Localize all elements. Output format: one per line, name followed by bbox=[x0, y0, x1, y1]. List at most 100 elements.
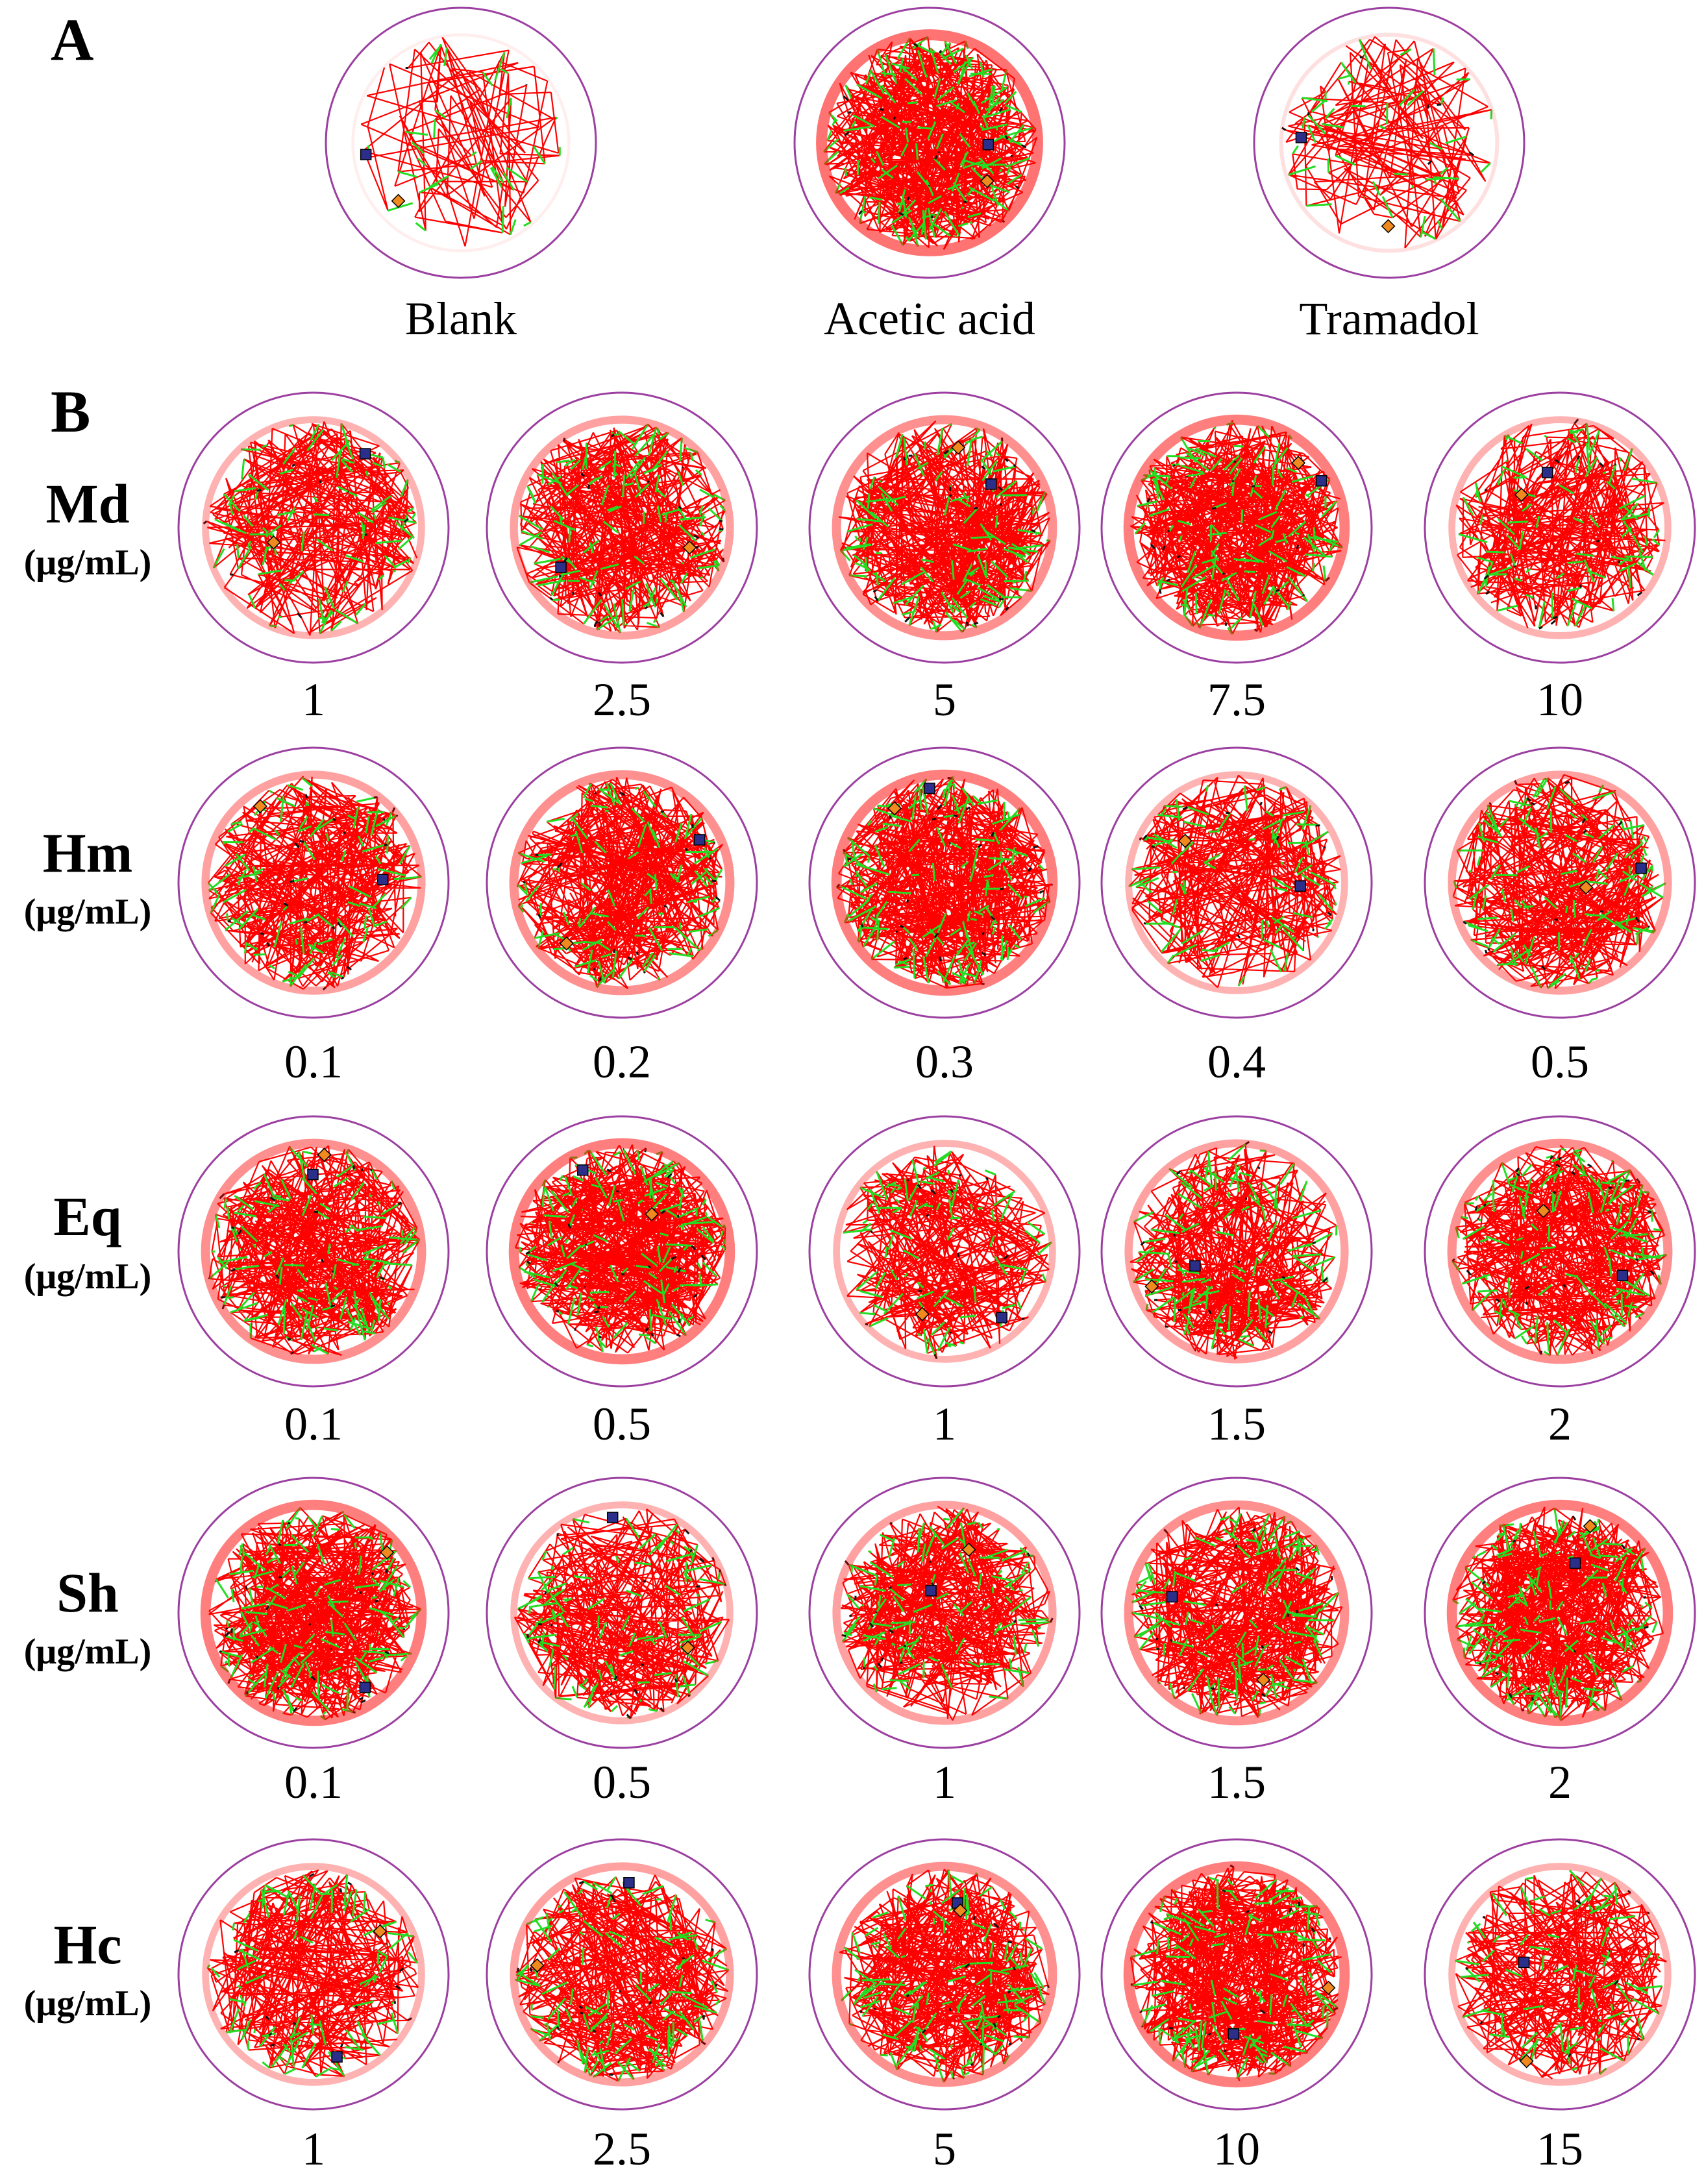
dose-label: 0.5 bbox=[593, 1756, 651, 1808]
arena-hc-3 bbox=[808, 1838, 1081, 2111]
track-path bbox=[1451, 1144, 1667, 1356]
end-marker bbox=[915, 1307, 930, 1321]
arena-a-3 bbox=[1253, 6, 1525, 279]
start-marker bbox=[331, 2051, 343, 2063]
wall-activity bbox=[832, 1861, 1057, 2087]
end-marker bbox=[645, 1207, 660, 1221]
wall-activity bbox=[1125, 771, 1348, 994]
row-group-label: Hm bbox=[43, 822, 133, 884]
arena-a-1 bbox=[325, 6, 597, 279]
track-pause bbox=[1139, 802, 1332, 939]
track-pause bbox=[1465, 1889, 1650, 2061]
start-marker bbox=[1189, 1260, 1201, 1272]
track-path bbox=[1130, 1144, 1337, 1360]
wall-activity bbox=[1447, 1138, 1673, 1364]
arena-hm-2 bbox=[486, 746, 758, 1019]
arena-outline bbox=[1100, 746, 1373, 1019]
row-group-label: Hc bbox=[53, 1913, 121, 1976]
track-pause bbox=[1483, 418, 1643, 630]
dose-label: 0.4 bbox=[1207, 1036, 1266, 1088]
end-marker bbox=[1381, 219, 1396, 234]
arena-hm-5 bbox=[1424, 746, 1696, 1019]
track-pause bbox=[227, 794, 399, 990]
panel-b-label: B bbox=[51, 378, 90, 445]
dose-label: 15 bbox=[1537, 2123, 1583, 2175]
wall-activity bbox=[832, 1501, 1057, 1725]
start-marker bbox=[996, 1312, 1007, 1323]
start-marker bbox=[1542, 467, 1553, 478]
track-activity bbox=[1458, 423, 1661, 629]
wall-activity bbox=[831, 769, 1058, 996]
end-marker bbox=[1579, 880, 1594, 895]
track-activity bbox=[516, 782, 723, 988]
track-pause bbox=[859, 1916, 1050, 2080]
track-activity bbox=[362, 43, 561, 236]
end-marker bbox=[961, 1542, 976, 1557]
end-marker bbox=[253, 799, 267, 814]
track-pause bbox=[1139, 1528, 1333, 1698]
arena-md-5 bbox=[1424, 391, 1696, 664]
arena-hm-1 bbox=[177, 746, 450, 1019]
wall-activity bbox=[509, 770, 735, 996]
dose-label: 1 bbox=[302, 2123, 325, 2175]
start-marker bbox=[924, 782, 935, 794]
track-pause bbox=[1140, 1140, 1328, 1352]
wall-activity bbox=[833, 1140, 1056, 1363]
wall-activity bbox=[1124, 1500, 1350, 1726]
track-path bbox=[206, 421, 418, 636]
row-unit-label: (μg/mL) bbox=[24, 1632, 152, 1672]
row-label-eq: Eq (μg/mL) bbox=[24, 1185, 152, 1297]
start-marker bbox=[1294, 880, 1306, 892]
track-path bbox=[516, 423, 726, 633]
track-path bbox=[208, 1145, 421, 1356]
row-unit-label: (μg/mL) bbox=[24, 543, 152, 583]
arena-outline bbox=[808, 1115, 1081, 1388]
dose-label: 2 bbox=[1548, 1398, 1572, 1450]
track-pause bbox=[522, 791, 721, 981]
track-pause bbox=[516, 1880, 717, 2076]
row-unit-label: (μg/mL) bbox=[24, 1983, 152, 2024]
dose-label: 0.1 bbox=[284, 1398, 343, 1450]
panel-a-caption-tramadol: Tramadol bbox=[1299, 293, 1479, 345]
arena-sh-2 bbox=[486, 1477, 758, 1749]
arena-outline bbox=[177, 1115, 450, 1388]
arena-a-2 bbox=[793, 6, 1066, 279]
arena-outline bbox=[1424, 1838, 1696, 2111]
panel-a-caption-acetic-acid: Acetic acid bbox=[824, 293, 1035, 345]
dose-label: 0.1 bbox=[284, 1756, 343, 1808]
start-marker bbox=[1616, 1270, 1629, 1282]
start-marker bbox=[360, 149, 372, 160]
track-activity bbox=[1452, 1508, 1658, 1721]
end-marker bbox=[887, 801, 902, 816]
track-activity bbox=[1452, 777, 1666, 989]
arena-outline bbox=[177, 1838, 450, 2111]
arena-sh-3 bbox=[808, 1477, 1081, 1749]
start-marker bbox=[359, 1682, 371, 1693]
track-pause bbox=[203, 463, 409, 619]
track-activity bbox=[212, 423, 417, 634]
track-path bbox=[836, 776, 1053, 989]
track-activity bbox=[518, 1149, 726, 1353]
arena-eq-4 bbox=[1100, 1115, 1373, 1388]
start-marker bbox=[925, 1585, 937, 1597]
arena-sh-4 bbox=[1100, 1477, 1373, 1749]
arena-outline bbox=[1424, 746, 1696, 1019]
end-marker bbox=[373, 1924, 388, 1939]
wall-activity bbox=[201, 770, 426, 995]
wall-activity bbox=[510, 415, 734, 640]
arena-outline bbox=[1424, 1115, 1696, 1388]
arena-md-3 bbox=[808, 391, 1081, 664]
track-pause bbox=[405, 67, 528, 86]
track-activity bbox=[517, 1517, 726, 1719]
track-activity bbox=[823, 36, 1034, 247]
row-group-label: Eq bbox=[53, 1185, 121, 1247]
end-marker bbox=[530, 1958, 545, 1973]
arena-outline bbox=[808, 746, 1081, 1019]
dose-label: 1.5 bbox=[1207, 1756, 1266, 1808]
start-marker bbox=[982, 139, 994, 151]
dose-label: 1.5 bbox=[1207, 1398, 1266, 1450]
arena-outline bbox=[808, 1838, 1081, 2111]
dose-label: 2 bbox=[1548, 1756, 1572, 1808]
start-marker bbox=[555, 561, 567, 573]
wall-activity bbox=[351, 33, 571, 252]
